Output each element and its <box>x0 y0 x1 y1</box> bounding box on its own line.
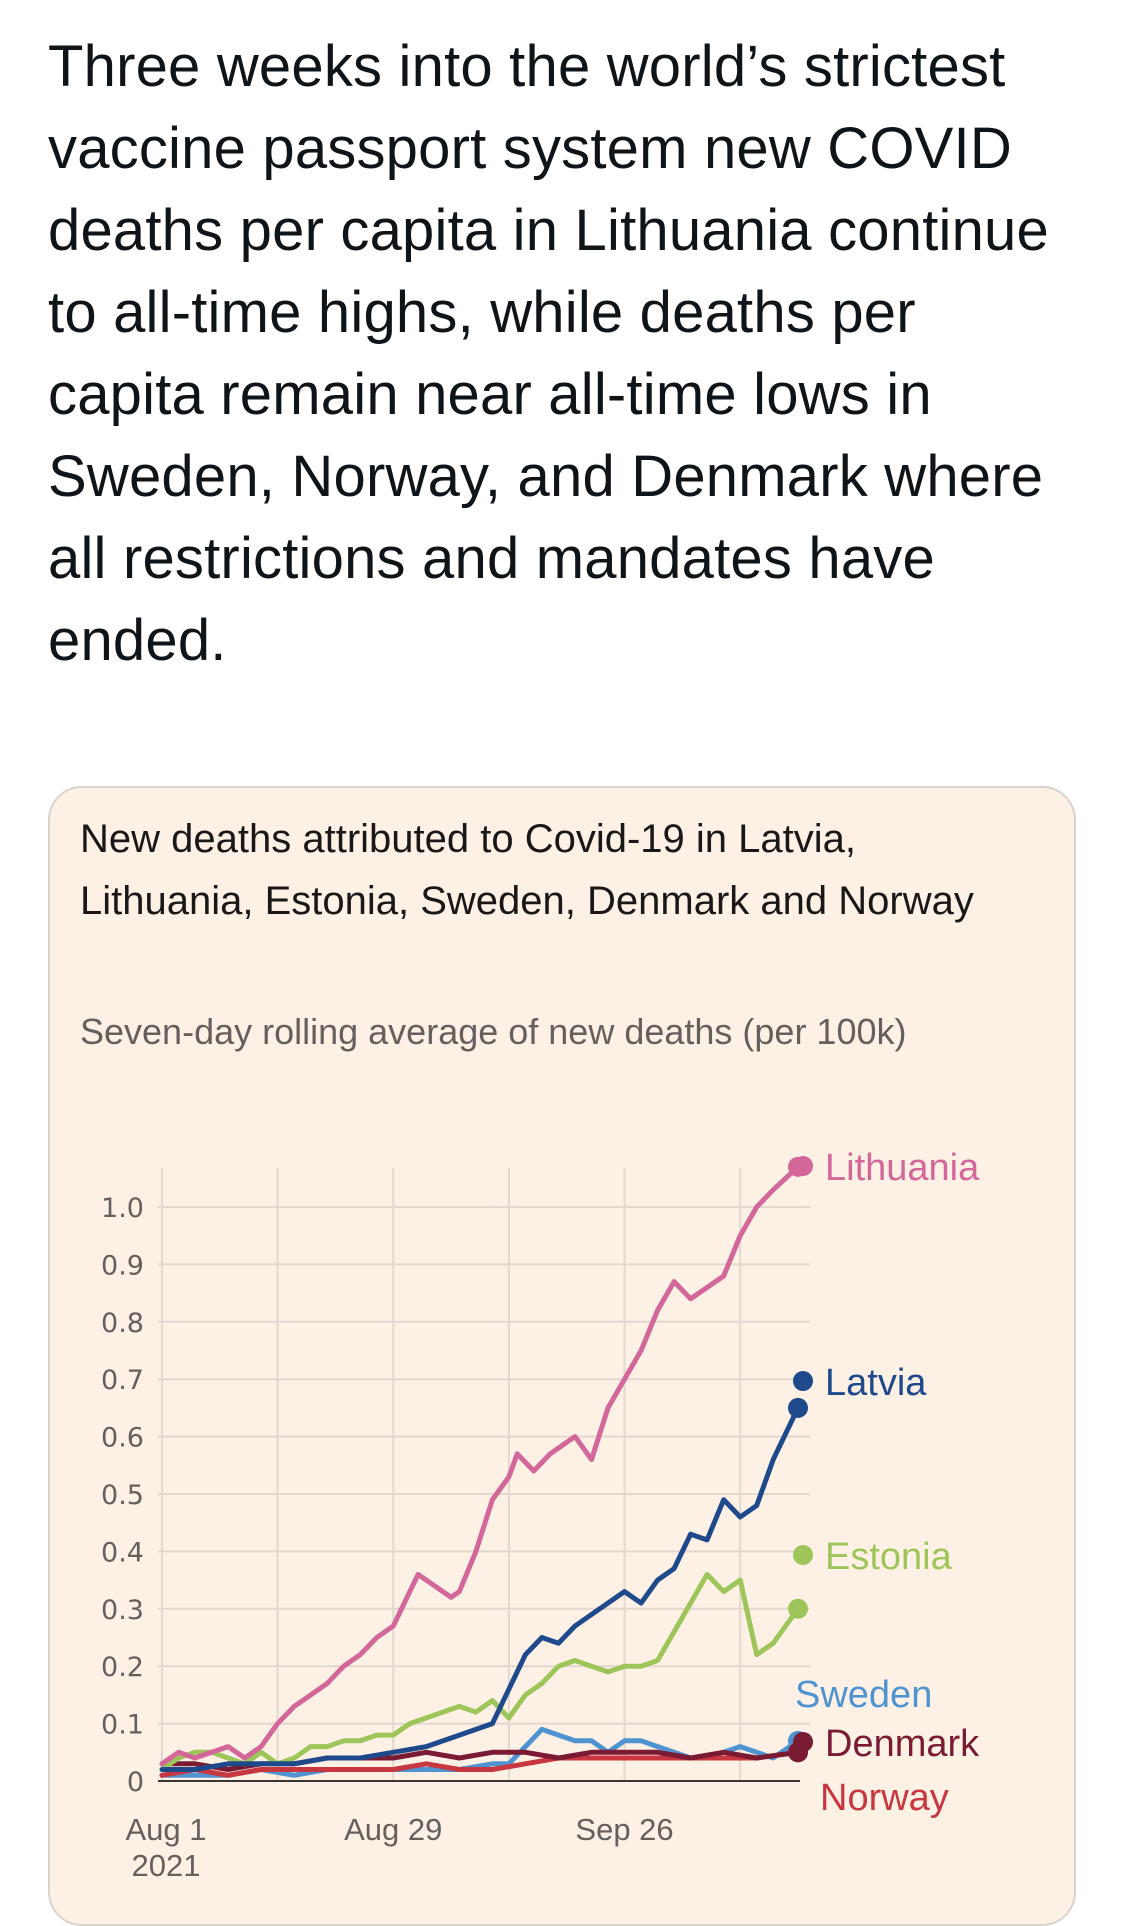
y-tick-label: 1.0 <box>101 1193 144 1224</box>
series-label-estonia: Estonia <box>825 1536 953 1578</box>
legend-dot-lithuania <box>793 1156 813 1176</box>
legend-dot-denmark <box>793 1732 813 1752</box>
chart-card[interactable]: New deaths attributed to Covid-19 in Lat… <box>48 786 1076 1926</box>
x-tick-label: Aug 1 <box>125 1812 206 1847</box>
legend-dot-estonia <box>793 1545 813 1565</box>
y-tick-label: 0.5 <box>101 1480 144 1511</box>
line-chart: 0 0.1 0.2 0.3 0.4 0.5 0.6 0.7 0.8 0.9 1.0 Aug 12021… <box>101 1147 980 1883</box>
y-tick-label: 0.8 <box>101 1308 144 1339</box>
y-tick-label: 0.9 <box>101 1250 144 1281</box>
series-end-dot-latvia <box>788 1397 808 1418</box>
series-label-latvia: Latvia <box>825 1362 927 1404</box>
series-end-dot-estonia <box>788 1598 808 1619</box>
series-line-estonia <box>159 1571 801 1772</box>
y-tick-label: 0.1 <box>101 1710 144 1741</box>
series-label-sweden: Sweden <box>795 1674 932 1716</box>
y-tick-label: 0.6 <box>101 1423 144 1454</box>
y-tick-label: 0.3 <box>101 1595 144 1626</box>
y-tick-label: 0.4 <box>101 1537 144 1568</box>
x-tick-label: Sep 26 <box>575 1812 673 1847</box>
x-tick-sublabel: 2021 <box>132 1848 201 1883</box>
series-label-norway: Norway <box>820 1777 949 1819</box>
series-label-denmark: Denmark <box>825 1723 980 1765</box>
tweet-text: Three weeks into the world’s strictest v… <box>48 34 1049 673</box>
y-tick-label: 0 <box>127 1767 144 1798</box>
chart-title: New deaths attributed to Covid-19 in Lat… <box>80 817 974 923</box>
series-label-lithuania: Lithuania <box>825 1147 980 1189</box>
series-line-lithuania <box>159 1164 801 1767</box>
legend-dot-latvia <box>793 1371 813 1391</box>
chart-subtitle: Seven-day rolling average of new deaths … <box>80 1011 907 1052</box>
series-line-latvia <box>159 1405 801 1772</box>
y-tick-label: 0.7 <box>101 1365 144 1396</box>
y-tick-label: 0.2 <box>101 1652 144 1683</box>
x-tick-label: Aug 29 <box>344 1812 442 1847</box>
